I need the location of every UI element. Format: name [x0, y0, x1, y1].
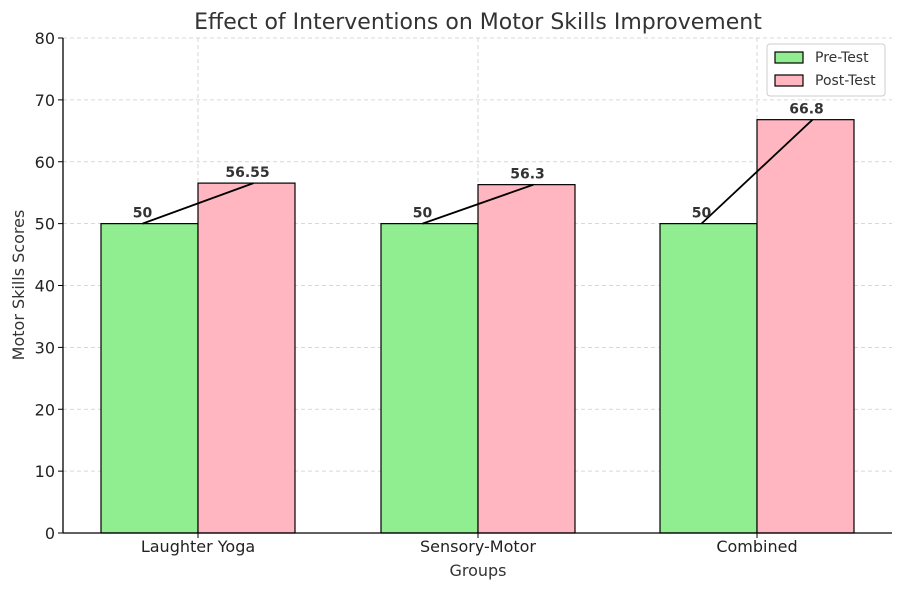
y-tick-label: 40	[35, 277, 55, 296]
bar-post-test-laughter-yoga	[197, 182, 296, 534]
x-tick-label-combined: Combined	[716, 537, 797, 556]
legend-swatch-post-test	[774, 74, 804, 87]
y-axis-label: Motor Skills Scores	[9, 210, 28, 361]
connector-line-combined	[700, 119, 814, 225]
x-tick-label-laughter-yoga: Laughter Yoga	[141, 537, 255, 556]
data-label-post-test-laughter-yoga: 56.55	[225, 165, 269, 181]
y-tick-label: 50	[35, 215, 55, 234]
data-label-pre-test-sensory-motor: 50	[413, 206, 433, 222]
connector-line-sensory-motor	[422, 183, 534, 225]
data-label-post-test-sensory-motor: 56.3	[510, 167, 545, 183]
y-tick-label: 80	[35, 29, 55, 48]
legend-swatch-pre-test	[774, 51, 804, 64]
chart-title: Effect of Interventions on Motor Skills …	[194, 10, 762, 35]
data-labels: 50 56.55 50 56.3 50 66.8	[133, 102, 824, 222]
bar-pre-test-sensory-motor	[380, 223, 479, 534]
y-tick-label: 20	[35, 400, 55, 419]
bar-post-test-combined	[756, 119, 855, 534]
bars	[100, 119, 855, 534]
y-tick-label: 30	[35, 338, 55, 357]
bar-pre-test-combined	[659, 223, 758, 534]
axes: 0 10 20 30 40 50 60 70 80 Laughter Yoga Sensory-Mo…	[35, 29, 892, 556]
x-tick-label-sensory-motor: Sensory-Motor	[420, 537, 536, 556]
legend-label-post-test: Post-Test	[815, 73, 876, 89]
x-axis-label: Groups	[449, 561, 506, 580]
data-label-pre-test-combined: 50	[692, 206, 712, 222]
data-label-pre-test-laughter-yoga: 50	[133, 206, 153, 222]
y-tick-label: 10	[35, 462, 55, 481]
data-label-post-test-combined: 66.8	[789, 102, 824, 118]
bar-pre-test-laughter-yoga	[100, 223, 199, 534]
legend-label-pre-test: Pre-Test	[815, 50, 869, 66]
connector-line-laughter-yoga	[142, 182, 254, 225]
legend: Pre-Test Post-Test	[766, 43, 886, 97]
y-tick-label: 60	[35, 153, 55, 172]
connector-lines	[142, 119, 814, 225]
y-tick-label: 0	[45, 524, 55, 543]
y-tick-label: 70	[35, 91, 55, 110]
bar-post-test-sensory-motor	[477, 184, 576, 534]
